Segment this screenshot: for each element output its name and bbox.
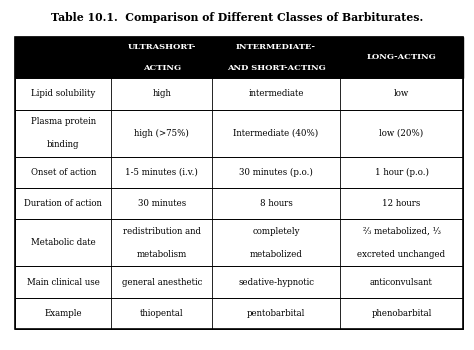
Text: ULTRASHORT-

ACTING: ULTRASHORT- ACTING [128,43,196,72]
Text: LONG-ACTING: LONG-ACTING [366,54,437,62]
Text: Onset of action: Onset of action [31,168,96,177]
Text: low (20%): low (20%) [379,128,424,138]
Text: intermediate: intermediate [248,89,304,98]
Text: 30 minutes (p.o.): 30 minutes (p.o.) [239,168,313,177]
Text: Duration of action: Duration of action [24,199,102,208]
Text: redistribution and

metabolism: redistribution and metabolism [123,226,201,259]
Bar [15,188,463,219]
Text: Plasma protein

binding: Plasma protein binding [31,117,96,149]
Text: low: low [394,89,409,98]
Bar [15,157,463,188]
Text: general anesthetic: general anesthetic [122,278,202,287]
Text: Lipid solubility: Lipid solubility [31,89,95,98]
Text: Intermediate (40%): Intermediate (40%) [234,128,319,138]
Bar [15,37,463,329]
Text: 8 hours: 8 hours [260,199,292,208]
Text: 1 hour (p.o.): 1 hour (p.o.) [374,168,428,177]
Text: Table 10.1.  Comparison of Different Classes of Barbiturates.: Table 10.1. Comparison of Different Clas… [51,12,423,23]
Bar [15,78,463,110]
Text: high (>75%): high (>75%) [135,128,189,138]
Bar [15,219,463,266]
Text: phenobarbital: phenobarbital [371,309,432,318]
Bar [15,298,463,329]
Text: 1-5 minutes (i.v.): 1-5 minutes (i.v.) [126,168,198,177]
Text: ⅔ metabolized, ⅓

excreted unchanged: ⅔ metabolized, ⅓ excreted unchanged [357,226,446,259]
Bar [15,37,463,78]
Text: Example: Example [45,309,82,318]
Text: pentobarbital: pentobarbital [247,309,305,318]
Text: Main clinical use: Main clinical use [27,278,100,287]
Text: sedative-hypnotic: sedative-hypnotic [238,278,314,287]
Bar [15,266,463,298]
Text: completely

metabolized: completely metabolized [250,226,302,259]
Text: Metabolic date: Metabolic date [31,238,96,247]
Text: 12 hours: 12 hours [383,199,421,208]
Bar [15,110,463,157]
Text: 30 minutes: 30 minutes [138,199,186,208]
Text: high: high [153,89,171,98]
Text: anticonvulsant: anticonvulsant [370,278,433,287]
Text: INTERMEDIATE-

AND SHORT-ACTING: INTERMEDIATE- AND SHORT-ACTING [227,43,326,72]
Text: thiopental: thiopental [140,309,184,318]
